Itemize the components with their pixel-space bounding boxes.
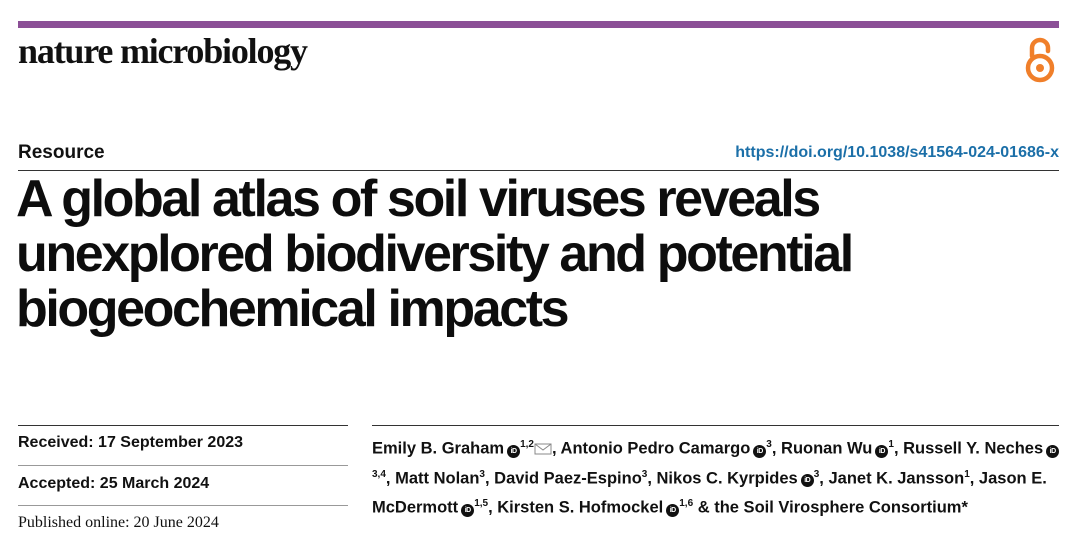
mail-icon[interactable]: [534, 443, 552, 455]
affiliation-superscript: 1: [964, 468, 970, 480]
author-name[interactable]: Russell Y. Neches: [903, 439, 1044, 458]
author-separator: ,: [647, 469, 657, 487]
affiliation-superscript: 1,2: [520, 439, 534, 450]
author-separator: ,: [551, 439, 561, 458]
title-line: unexplored biodiversity and potential: [16, 225, 854, 283]
article-type: Resource: [18, 142, 105, 163]
orcid-icon[interactable]: iD: [507, 444, 521, 458]
title-line: biogeochemical impacts: [16, 280, 570, 338]
orcid-icon[interactable]: iD: [461, 503, 475, 517]
published-date: Published online: 20 June 2024: [18, 514, 219, 531]
author-separator: ,: [969, 469, 979, 487]
article-title: A global atlas of soil viruses reveals u…: [16, 172, 1066, 337]
doi-link[interactable]: https://doi.org/10.1038/s41564-024-01686…: [735, 144, 1059, 161]
affiliation-superscript: 1,6: [679, 498, 694, 509]
divider: [18, 505, 348, 506]
author-name[interactable]: Emily B. Graham: [372, 439, 505, 458]
affiliation-superscript: 3,4: [372, 468, 386, 480]
author-name[interactable]: Matt Nolan: [395, 469, 480, 487]
author-name[interactable]: Jason E. McDermott: [372, 469, 1047, 517]
orcid-icon[interactable]: iD: [666, 503, 680, 517]
author-separator: ,: [819, 469, 829, 487]
orcid-icon[interactable]: iD: [875, 444, 889, 458]
author-separator: ,: [771, 439, 782, 458]
author-separator: ,: [893, 439, 904, 458]
author-name[interactable]: Janet K. Jansson: [828, 469, 965, 487]
divider: [18, 465, 348, 466]
author-separator: ,: [385, 469, 396, 487]
affiliation-superscript: 3: [813, 468, 820, 480]
received-date: Received: 17 September 2023: [18, 434, 244, 451]
affiliation-superscript: 1,5: [474, 498, 489, 509]
accepted-date: Accepted: 25 March 2024: [18, 475, 210, 492]
divider: [372, 425, 1059, 426]
open-access-icon: [1025, 37, 1055, 83]
author-name[interactable]: David Paez-Espino: [494, 469, 642, 487]
author-separator: ,: [484, 469, 495, 487]
orcid-icon[interactable]: iD: [753, 444, 767, 458]
author-separator: ,: [488, 498, 498, 517]
divider: [18, 425, 348, 426]
author-list: Emily B. Graham iD1,2, Antonio Pedro Cama…: [372, 432, 1062, 521]
affiliation-superscript: 3: [641, 468, 648, 480]
affiliation-superscript: 1: [888, 439, 894, 450]
affiliation-superscript: 3: [479, 468, 485, 480]
author-separator: & the Soil Virosphere Consortium*: [693, 498, 968, 517]
orcid-icon[interactable]: iD: [800, 474, 814, 487]
author-name[interactable]: Ruonan Wu: [781, 439, 873, 458]
divider: [18, 170, 1059, 171]
journal-accent-bar: [18, 21, 1059, 28]
author-name[interactable]: Nikos C. Kyrpides: [656, 469, 798, 487]
author-name[interactable]: Antonio Pedro Camargo: [560, 439, 751, 458]
author-name[interactable]: Kirsten S. Hofmockel: [497, 498, 664, 517]
journal-name[interactable]: nature microbiology: [18, 31, 308, 71]
affiliation-superscript: 3: [766, 439, 772, 450]
title-line: A global atlas of soil viruses reveals: [16, 170, 821, 228]
orcid-icon[interactable]: iD: [1046, 444, 1060, 458]
